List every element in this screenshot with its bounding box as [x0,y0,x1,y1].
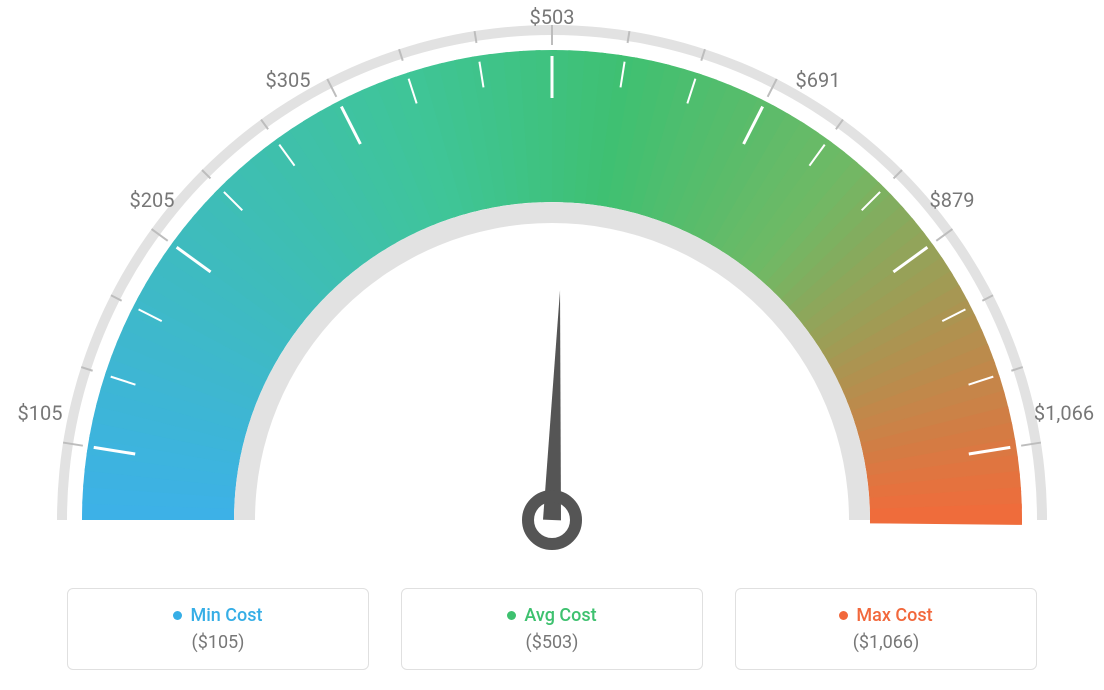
gauge-tick-label: $879 [930,188,975,212]
gauge-area: $105 $205 $305 $503 $691 $879 $1,066 [0,0,1104,570]
legend-dot-avg [507,611,516,620]
legend-label-avg: Avg Cost [524,605,596,626]
legend-label-min: Min Cost [190,605,262,626]
legend-value-avg: ($503) [526,632,579,653]
gauge-tick-label: $205 [130,188,175,212]
legend-row: Min Cost ($105) Avg Cost ($503) Max Cost… [0,588,1104,670]
legend-value-max: ($1,066) [853,632,920,653]
legend-label-max: Max Cost [856,605,932,626]
legend-card-min: Min Cost ($105) [67,588,369,670]
legend-title-avg: Avg Cost [507,605,596,626]
gauge-tick-label: $1,066 [1034,401,1094,425]
gauge-tick-label: $305 [266,68,311,92]
gauge-svg [0,0,1104,570]
gauge-tick-label: $691 [796,68,841,92]
gauge-chart-container: $105 $205 $305 $503 $691 $879 $1,066 Min Cost … [0,0,1104,690]
gauge-tick-label: $105 [18,401,63,425]
gauge-tick-label: $503 [530,5,575,29]
legend-dot-max [839,611,848,620]
legend-value-min: ($105) [192,632,245,653]
legend-dot-min [173,611,182,620]
legend-title-max: Max Cost [839,605,932,626]
legend-title-min: Min Cost [173,605,262,626]
legend-card-avg: Avg Cost ($503) [401,588,703,670]
legend-card-max: Max Cost ($1,066) [735,588,1037,670]
